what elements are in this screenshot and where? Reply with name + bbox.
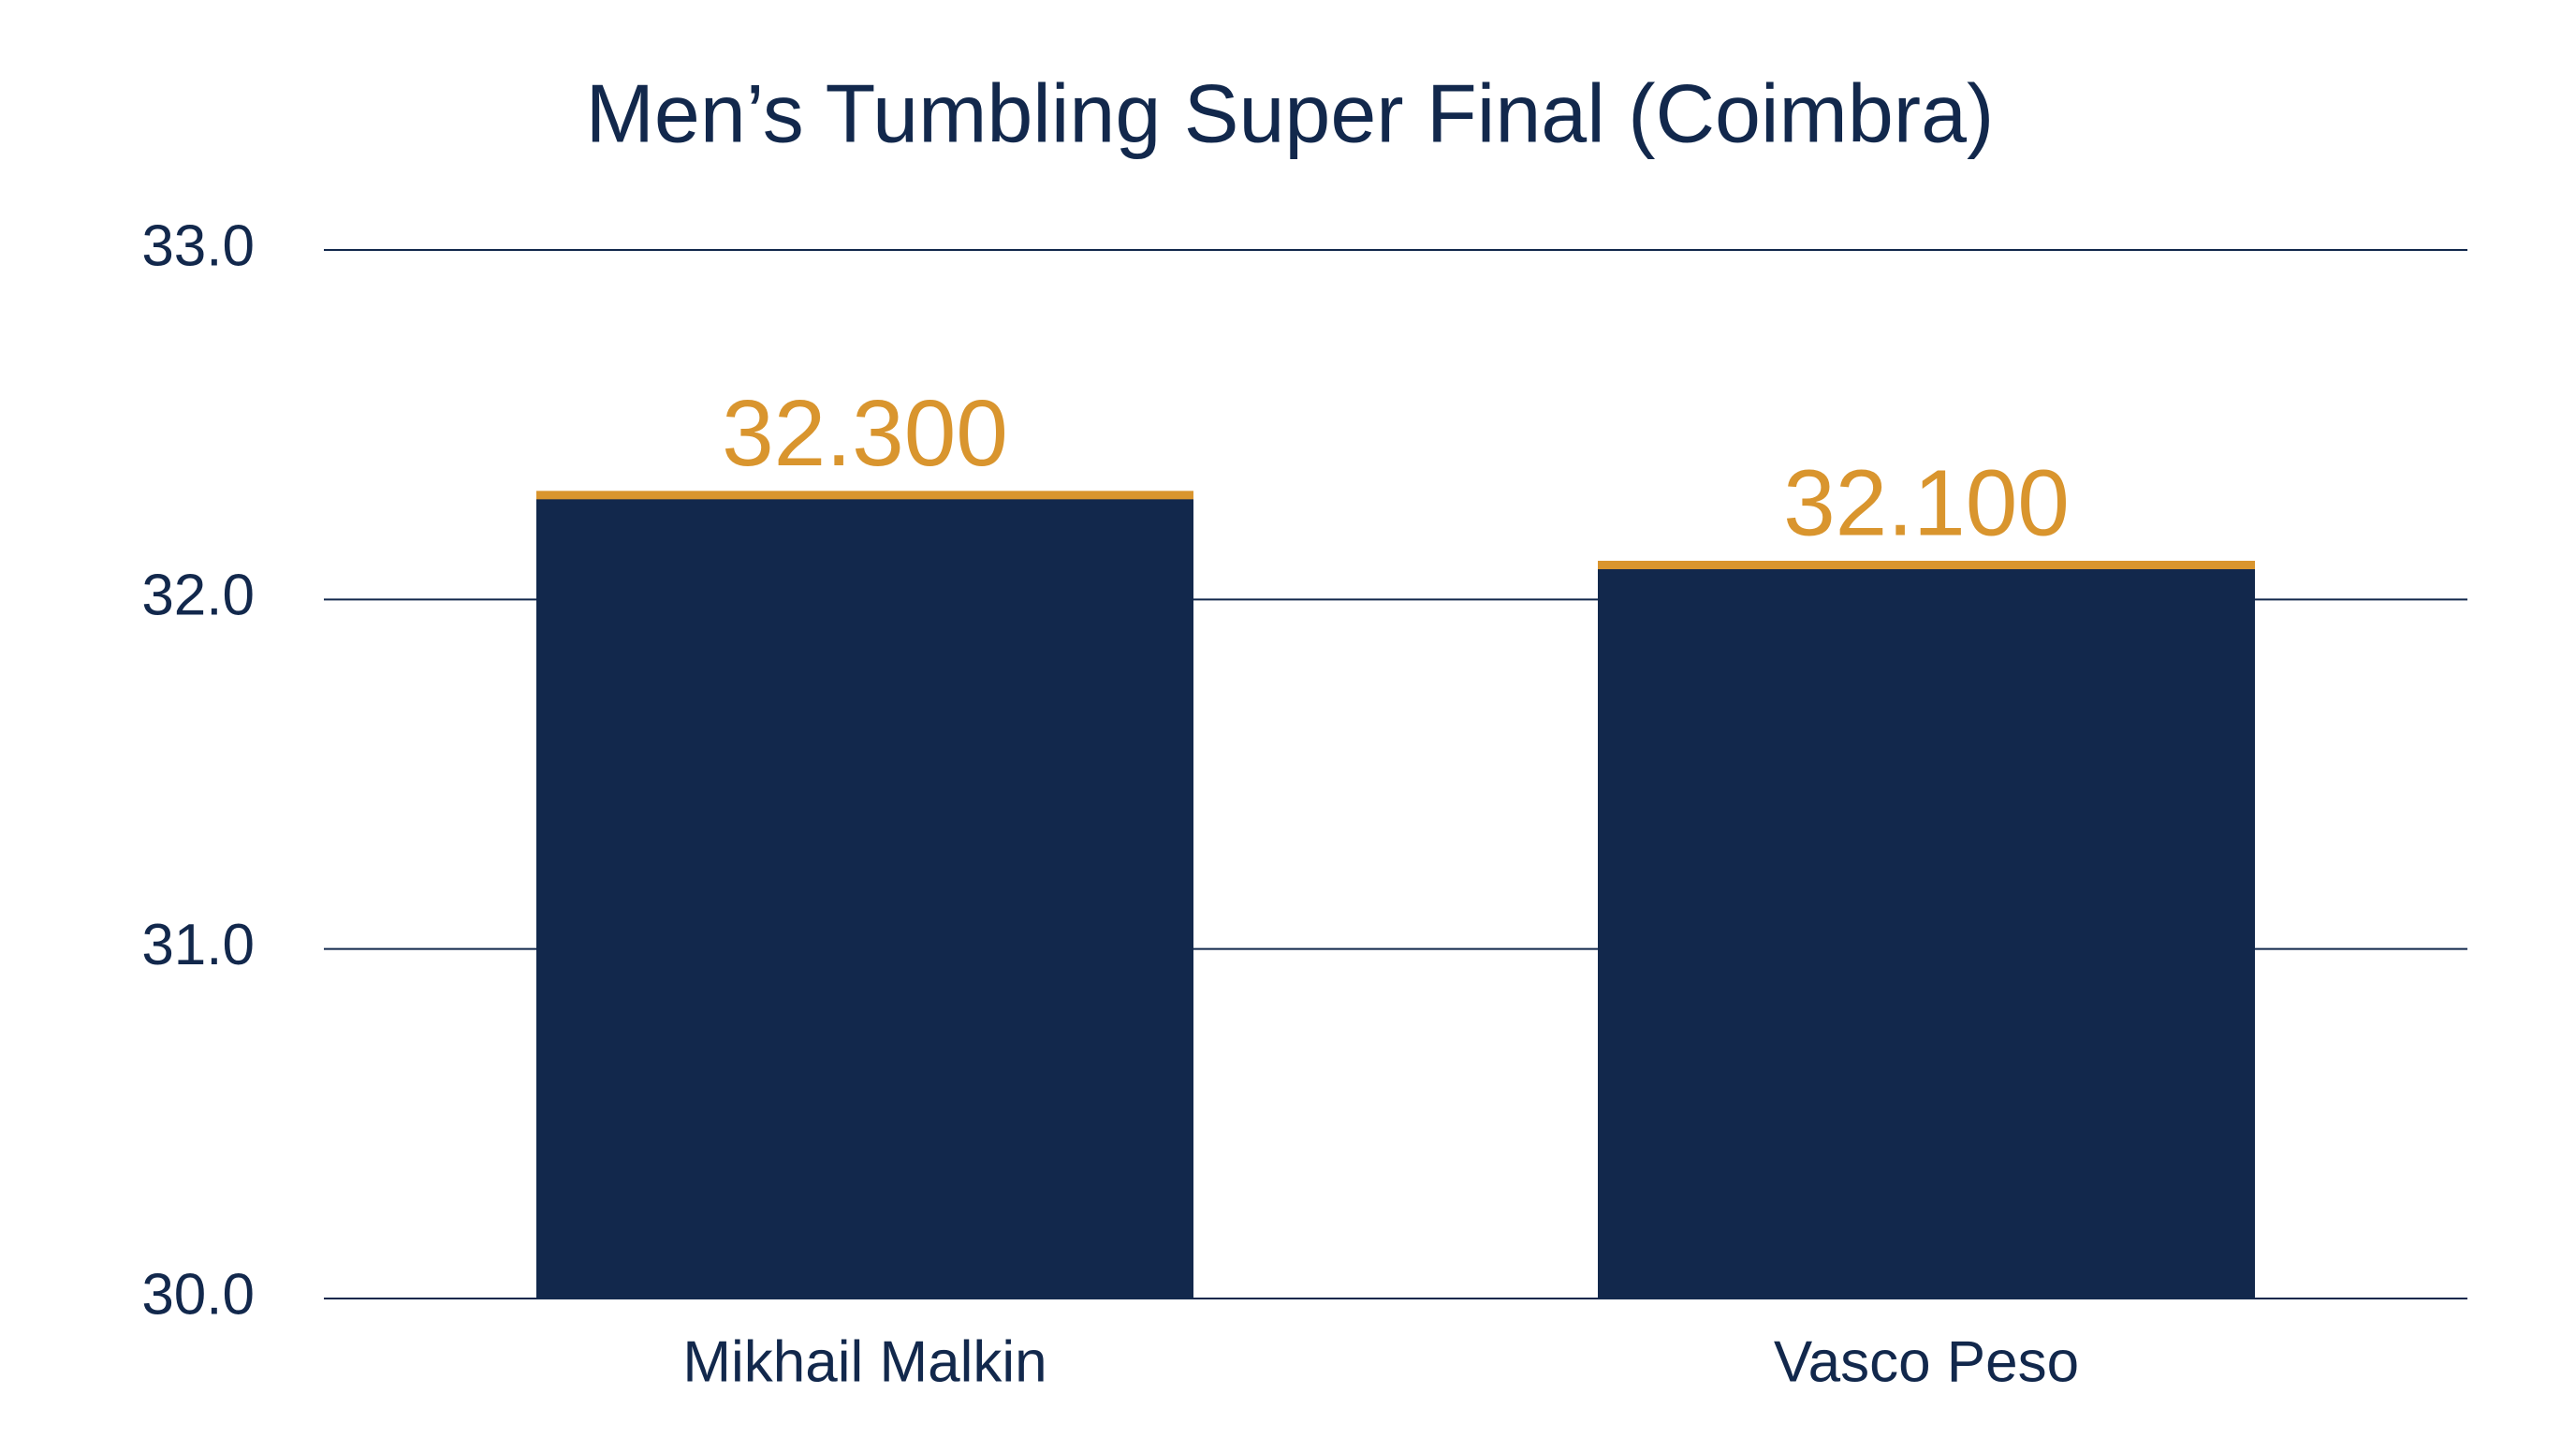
x-tick-label: Mikhail Malkin [682,1329,1046,1394]
x-tick-label: Vasco Peso [1774,1329,2079,1394]
chart-title: Men’s Tumbling Super Final (Coimbra) [586,66,1995,159]
y-tick-label: 32.0 [141,564,255,628]
y-tick-label: 33.0 [141,213,255,278]
value-label: 32.300 [722,381,1008,486]
value-label: 32.100 [1783,450,2070,555]
bar [536,494,1193,1299]
bar-cap [536,491,1193,500]
y-tick-label: 30.0 [141,1262,255,1327]
y-tick-label: 31.0 [141,913,255,977]
bar [1598,565,2255,1299]
bar-cap [1598,561,2255,569]
